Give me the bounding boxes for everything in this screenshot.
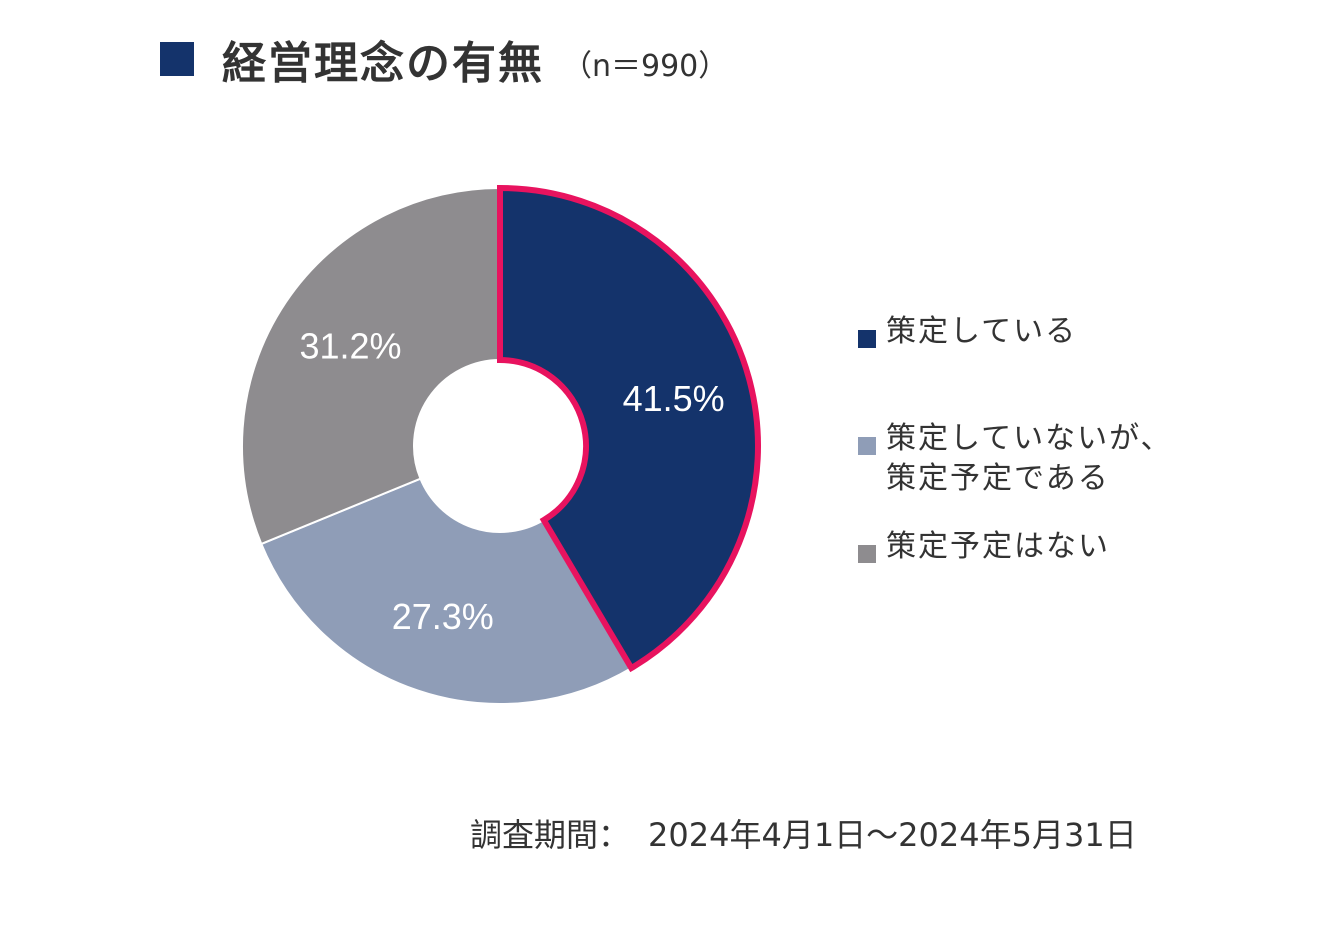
legend-label-0: 策定している	[886, 312, 1077, 352]
survey-period-label: 調査期間：	[470, 816, 631, 854]
chart-title: 経営理念の有無	[222, 38, 544, 89]
sample-size-note: （n＝990）	[562, 49, 729, 84]
legend-item-0: 策定している	[858, 312, 1077, 352]
highlight-outline	[497, 184, 761, 673]
legend-swatch-1	[858, 437, 876, 455]
legend-label-1-line-1: 策定予定である	[886, 461, 1110, 496]
legend-label-1: 策定していないが、 策定予定である	[886, 419, 1173, 499]
slice-label-2: 31.2%	[299, 325, 401, 366]
legend-label-2-line-0: 策定予定はない	[886, 529, 1110, 564]
title-square-marker	[160, 42, 194, 76]
slice-2	[241, 186, 501, 546]
survey-period: 調査期間： 2024年4月1日～2024年5月31日	[470, 810, 1137, 856]
legend-swatch-2	[858, 545, 876, 563]
slice-labels: 41.5% 27.3% 31.2%	[299, 325, 724, 637]
survey-period-dates: 2024年4月1日～2024年5月31日	[648, 816, 1137, 854]
slice-1	[260, 477, 633, 705]
legend-label-1-line-0: 策定していないが、	[886, 421, 1173, 456]
slice-label-0: 41.5%	[623, 378, 725, 419]
legend-item-1: 策定していないが、 策定予定である	[858, 419, 1173, 499]
slice-label-1: 27.3%	[392, 596, 494, 637]
highlight-outline-group	[497, 184, 761, 673]
legend-item-2: 策定予定はない	[858, 527, 1110, 567]
chart-title-row: 経営理念の有無 （n＝990）	[160, 24, 728, 94]
legend-label-2: 策定予定はない	[886, 527, 1110, 567]
legend-label-0-line-0: 策定している	[886, 314, 1078, 349]
legend-swatch-0	[858, 330, 876, 348]
